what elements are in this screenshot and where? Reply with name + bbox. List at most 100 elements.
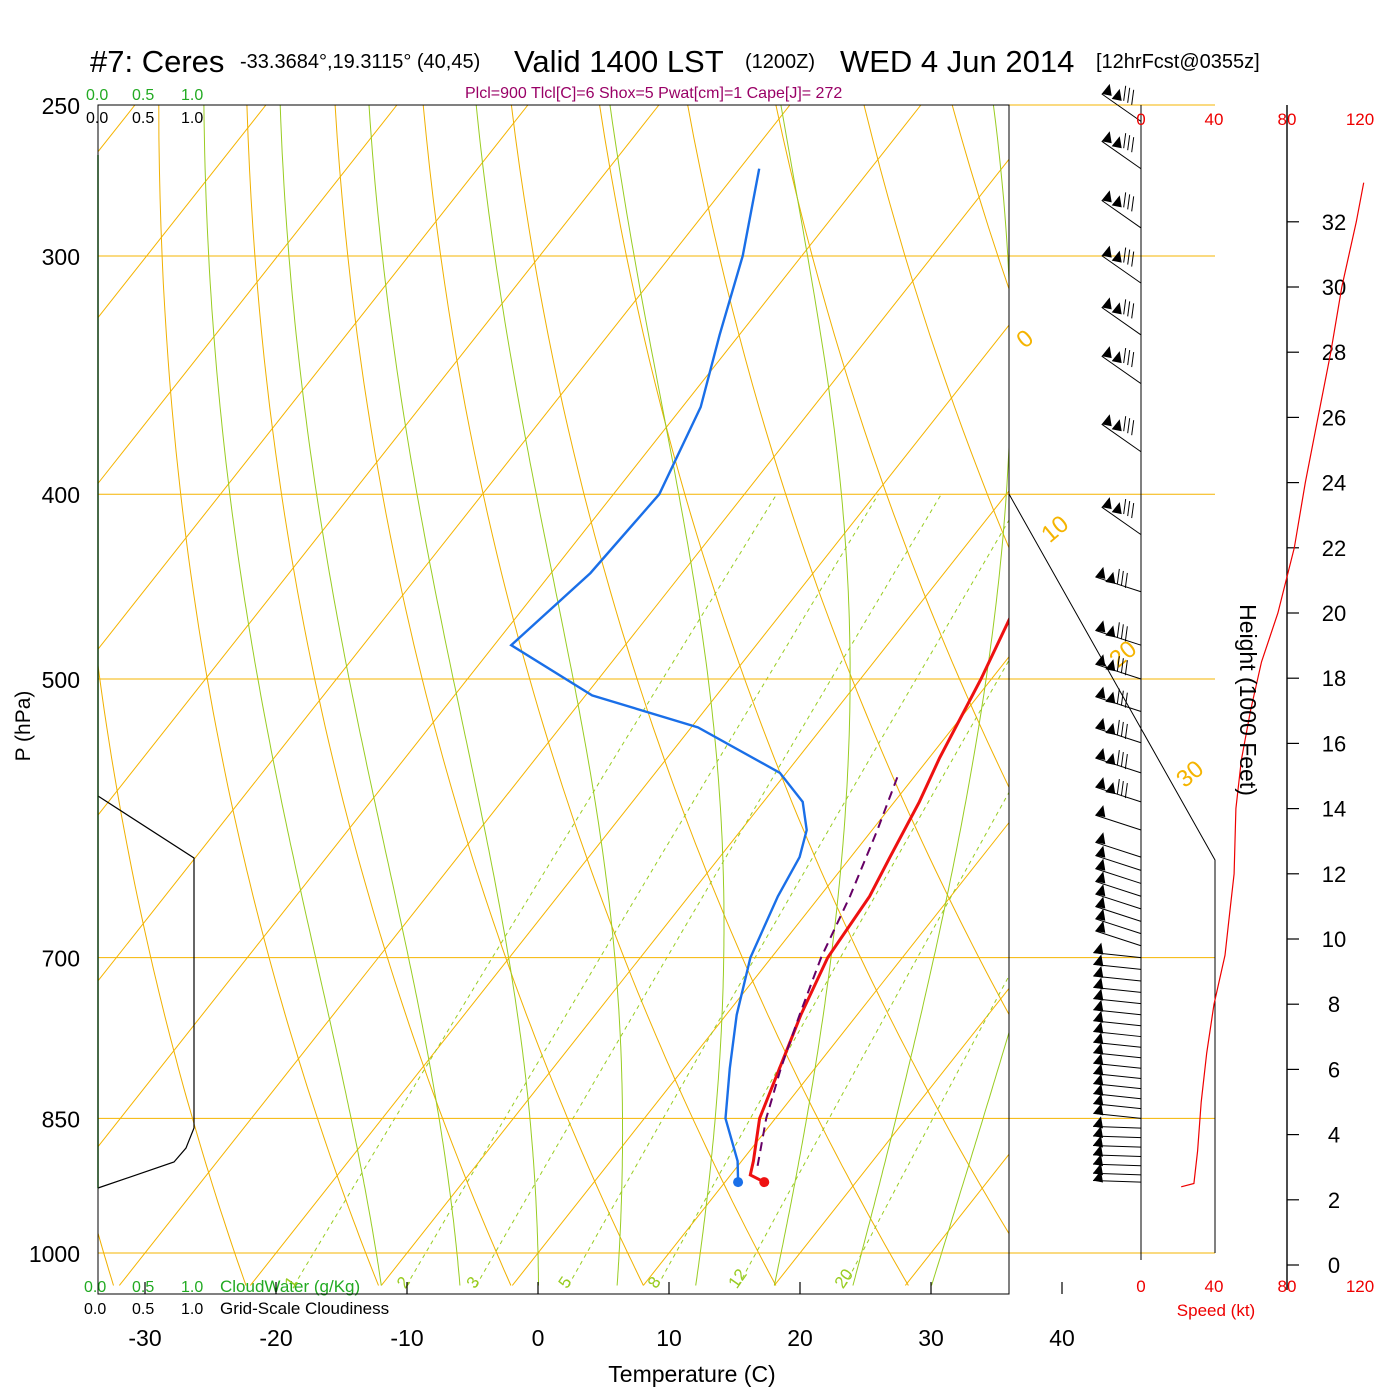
x-tick-label: 30 <box>918 1325 944 1351</box>
mixing-ratio-label: 5 <box>555 1273 576 1292</box>
plot-frame <box>97 104 1010 1295</box>
isotherm-line <box>98 105 267 319</box>
wind-barb-staff <box>1095 696 1142 712</box>
cl-top-tick-1: 0.5 <box>132 110 154 127</box>
wind-barb-flag <box>1127 249 1131 265</box>
bottom-cloudwater-scale: 0.0 0.5 1.0 CloudWater (g/Kg) 0.0 0.5 1.… <box>84 1277 389 1318</box>
wind-barb-pennant <box>1095 805 1106 818</box>
moist-adiabat <box>773 105 851 1286</box>
wind-barb-flag <box>1127 194 1131 210</box>
wind-barb-flag <box>1131 503 1135 519</box>
top-cloudwater-scale: 0.0 0.5 1.0 0.0 0.5 1.0 <box>86 87 203 127</box>
isotherm-line <box>1298 105 1400 1285</box>
dry-adiabat <box>599 105 1009 1235</box>
wind-barb-flag <box>1123 348 1127 364</box>
wind-barb-staff <box>1095 880 1142 897</box>
cl-bot-tick-0: 0.0 <box>84 1301 106 1318</box>
wind-barb-pennant <box>1111 88 1122 101</box>
height-tick-label: 30 <box>1322 275 1346 300</box>
height-tick-label: 14 <box>1322 797 1346 822</box>
x-tick-label: -30 <box>128 1325 161 1351</box>
temperature-trace <box>748 616 1009 1184</box>
p-tick-label: 500 <box>42 667 80 693</box>
wind-barb-staff <box>1101 355 1142 385</box>
wind-barb-pennant <box>1093 1126 1103 1138</box>
cw-top-tick-0: 0.0 <box>86 87 108 104</box>
wind-barb-pennant <box>1105 625 1116 638</box>
isotherm-line <box>0 105 4 1285</box>
cloudwater-label: CloudWater (g/Kg) <box>220 1277 360 1296</box>
mixing-ratio-line <box>475 493 942 1286</box>
moist-adiabat <box>609 105 725 1286</box>
parcel-trace <box>756 772 900 1166</box>
wind-barb-pennant <box>1095 896 1106 909</box>
wind-barb-flag <box>1124 660 1128 676</box>
moist-adiabat <box>475 105 624 1286</box>
wind-barb-flag <box>1127 350 1131 366</box>
wind-barb-pennant <box>1101 245 1112 258</box>
speed-tick-top: 120 <box>1346 110 1374 129</box>
moist-adiabat <box>931 1030 1009 1286</box>
wind-barb-flag <box>1123 192 1127 208</box>
wind-barb-staff <box>1101 506 1142 536</box>
wind-barb-flag <box>1131 303 1135 319</box>
wind-barb-flag <box>1120 751 1124 768</box>
height-tick-label: 24 <box>1322 471 1346 496</box>
speed-tick-top: 40 <box>1205 110 1224 129</box>
isotherm-line <box>98 105 398 485</box>
height-tick-label: 28 <box>1322 340 1346 365</box>
isotherm-line <box>249 324 1009 1286</box>
wind-barb-pennant <box>1093 1053 1104 1066</box>
dry-adiabat <box>158 105 379 1286</box>
station-coords: -33.3684°,19.3115° (40,45) <box>240 51 480 73</box>
wind-barb-staff <box>1095 855 1142 871</box>
height-tick-label: 18 <box>1322 666 1346 691</box>
wind-barb-pennant <box>1095 717 1106 730</box>
wind-barb-pennant <box>1093 1042 1104 1055</box>
wind-barb-flag <box>1131 137 1135 153</box>
dry-adiabat <box>1305 105 1400 1286</box>
wind-barb-pennant <box>1111 302 1122 315</box>
p-axis-title: P (hPa) <box>12 691 35 762</box>
wind-barb-flag <box>1131 89 1135 105</box>
wind-barb-flag <box>1123 247 1127 263</box>
wind-barb-pennant <box>1093 1116 1103 1129</box>
wind-barb-flag <box>1131 251 1135 267</box>
wind-barb-flag <box>1116 749 1120 766</box>
cw-bot-tick-0: 0.0 <box>84 1279 106 1296</box>
wind-barb-pennant <box>1105 782 1116 795</box>
wind-barb-pennant <box>1111 351 1122 364</box>
wind-barb-staff <box>1095 930 1142 947</box>
wind-barb-staff <box>1095 814 1142 831</box>
indices-line: Plcl=900 Tlcl[C]=6 Shox=5 Pwat[cm]=1 Cap… <box>465 85 842 102</box>
dry-adiabat <box>422 105 777 1286</box>
wind-barb-flag <box>1124 692 1128 708</box>
wind-barb-pennant <box>1093 1154 1103 1167</box>
wind-barb-staff <box>1101 423 1142 453</box>
wind-barb-staff <box>1095 629 1142 646</box>
wind-barb-pennant <box>1095 908 1106 921</box>
height-tick-label: 6 <box>1328 1057 1340 1082</box>
wind-barb-pennant <box>1093 1093 1104 1106</box>
speed-axis-title: Speed (kt) <box>1177 1301 1255 1320</box>
wind-barb-pennant <box>1101 131 1112 144</box>
dry-adiabat <box>334 105 644 1286</box>
wind-barb-staff <box>1095 868 1142 884</box>
wind-barb-flag <box>1120 781 1124 797</box>
isotherm-line <box>1167 105 1400 1285</box>
wind-barb-pennant <box>1093 965 1104 978</box>
wind-barb-pennant <box>1093 954 1104 967</box>
wind-barb-staff <box>1095 727 1142 744</box>
mixing-ratio-line <box>657 659 1009 1286</box>
wind-barb-flag <box>1120 721 1124 737</box>
wind-barb-pennant <box>1111 195 1122 208</box>
wind-barb-pennant <box>1093 1135 1103 1148</box>
height-tick-label: 8 <box>1328 992 1340 1017</box>
isotherm-label-right: 30 <box>1171 755 1209 793</box>
wind-barb-flag <box>1120 624 1124 640</box>
dry-adiabat <box>687 105 1009 1016</box>
moist-adiabat <box>279 105 461 1286</box>
wind-barb-pennant <box>1095 748 1106 760</box>
cl-bot-tick-2: 1.0 <box>181 1301 203 1318</box>
wind-barb-staff <box>1095 663 1142 680</box>
